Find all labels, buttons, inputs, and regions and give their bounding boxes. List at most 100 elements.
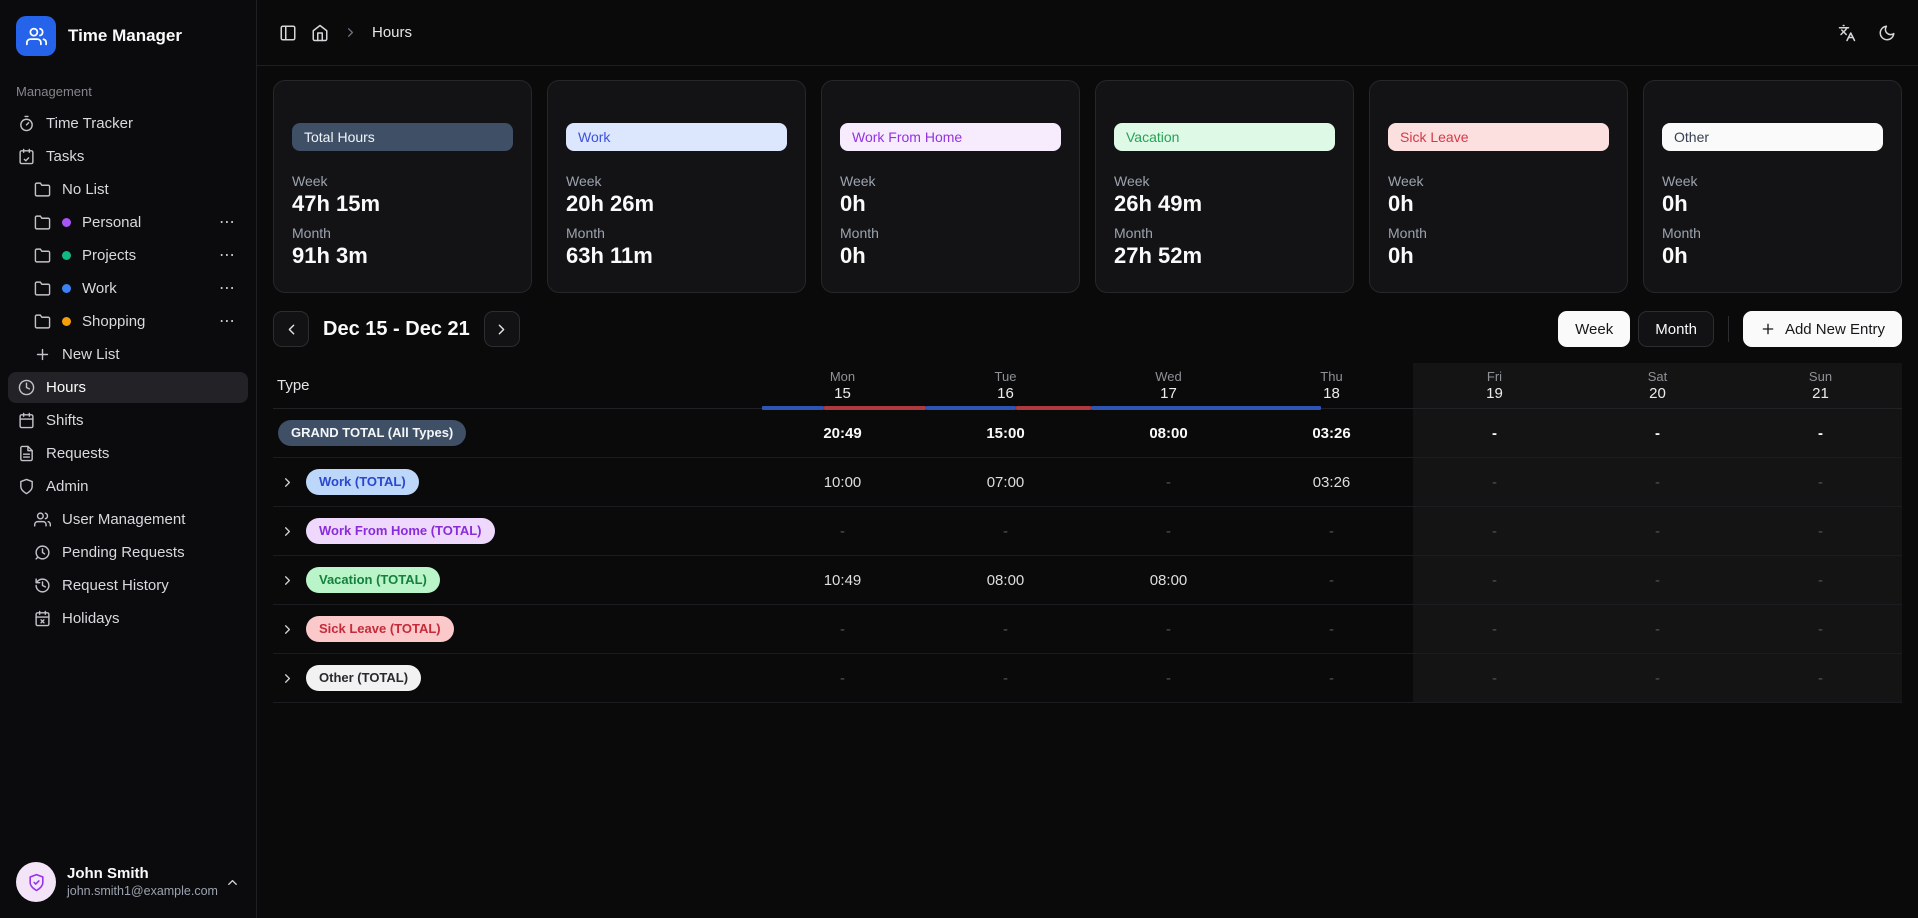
card-other: Other Week 0h Month 0h [1643,80,1902,293]
folder-icon [34,314,51,329]
expand-row-button[interactable] [278,620,297,639]
week-toolbar: Dec 15 - Dec 21 Week Month Add New Entry [273,311,1902,347]
folder-icon [34,215,51,230]
hours-cell: - [1739,605,1902,653]
week-view-button[interactable]: Week [1558,311,1631,347]
week-label: Week [840,173,876,190]
hours-cell: - [1739,458,1902,506]
sidebar-item-label: Time Tracker [46,115,133,132]
month-label: Month [292,224,331,241]
moon-icon [1879,25,1895,40]
sidebar-item-time-tracker[interactable]: Time Tracker [8,108,248,139]
type-pill[interactable]: Work From Home (TOTAL) [306,518,495,544]
expand-row-button[interactable] [278,522,297,541]
type-pill[interactable]: Other (TOTAL) [306,665,422,691]
sidebar-item-work[interactable]: Work ⋯ [24,273,248,304]
week-value: 0h [1388,191,1414,217]
app-logo-row: Time Manager [0,0,256,66]
hours-cell: - [1576,605,1739,653]
prev-week-button[interactable] [273,311,309,347]
sidebar-item-requests[interactable]: Requests [8,438,248,469]
home-button[interactable] [311,24,329,42]
breadcrumb-current: Hours [372,24,413,41]
sidebar-item-holidays[interactable]: Holidays [24,603,248,634]
sidebar: Time Manager Management Time Tracker Tas… [0,0,257,918]
sidebar-item-personal[interactable]: Personal ⋯ [24,207,248,238]
toolbar-divider [1727,316,1729,342]
user-name: John Smith [67,864,149,882]
day-header-sat: Sat 20 [1576,363,1739,408]
sidebar-item-pending-requests[interactable]: Pending Requests [24,537,248,568]
folder-icon [34,182,51,197]
list-options-button[interactable]: ⋯ [219,279,236,297]
sidebar-item-shopping[interactable]: Shopping ⋯ [24,306,248,337]
expand-row-button[interactable] [278,669,297,688]
topbar-actions [1838,24,1896,42]
add-new-entry-button[interactable]: Add New Entry [1742,311,1902,347]
chevron-right-icon [285,477,290,487]
hours-cell: - [1413,654,1576,702]
sidebar-toggle-button[interactable] [279,24,297,42]
card-type-pill: Total Hours [292,123,513,152]
sidebar-item-projects[interactable]: Projects ⋯ [24,240,248,271]
month-view-button[interactable]: Month [1638,311,1714,347]
month-value: 0h [840,242,866,268]
card-work-from-home: Work From Home Week 0h Month 0h [821,80,1080,293]
list-options-button[interactable]: ⋯ [219,312,236,330]
type-pill[interactable]: Vacation (TOTAL) [306,567,440,593]
sidebar-item-label: User Management [62,511,186,528]
type-pill[interactable]: Sick Leave (TOTAL) [306,616,454,642]
month-label: Month [1388,224,1427,241]
hours-cell: - [1576,507,1739,555]
language-toggle-button[interactable] [1838,24,1856,42]
hours-cell: - [1166,473,1171,491]
sidebar-item-user-management[interactable]: User Management [24,504,248,535]
list-options-button[interactable]: ⋯ [219,213,236,231]
type-column-header: Type [277,377,310,394]
sidebar-item-label: Requests [46,445,110,462]
month-value: 0h [1662,242,1688,268]
file-text-icon [20,445,33,462]
chevron-left-icon [288,324,294,334]
next-week-button[interactable] [483,311,520,347]
day-header-tue: Tue 16 [994,369,1017,402]
expand-row-button[interactable] [278,571,297,590]
hours-cell: - [840,620,845,638]
list-options-button[interactable]: ⋯ [219,246,236,264]
sidebar-item-admin[interactable]: Admin [8,471,248,502]
month-value: 0h [1388,242,1414,268]
card-work: Work Week 20h 26m Month 63h 11m [547,80,806,293]
hours-cell: - [840,522,845,540]
avatar [16,862,56,902]
day-header-fri: Fri 19 [1413,363,1576,408]
table-row-other: Other (TOTAL) - - - - - - - [273,654,1902,703]
row-type-cell: Vacation (TOTAL) [273,567,761,593]
home-icon [312,24,328,41]
hours-cell: - [1166,620,1171,638]
hours-cell: - [1576,654,1739,702]
type-pill[interactable]: Work (TOTAL) [306,469,419,495]
list-color-dot [62,284,71,293]
app-logo [16,16,56,56]
month-value: 27h 52m [1114,242,1203,268]
week-label: Week [292,173,328,190]
sidebar-item-label: Pending Requests [62,544,185,561]
sidebar-item-label: No List [62,181,109,198]
sidebar-item-tasks[interactable]: Tasks [8,141,248,172]
week-value: 0h [840,191,866,217]
history-icon [35,578,50,593]
sidebar-item-shifts[interactable]: Shifts [8,405,248,436]
sidebar-item-hours[interactable]: Hours [8,372,248,403]
breadcrumb-separator [343,25,358,40]
sidebar-item-no-list[interactable]: No List [24,174,248,205]
hours-cell: - [1739,409,1902,457]
week-value: 20h 26m [566,191,655,217]
dark-mode-toggle-button[interactable] [1878,24,1896,42]
month-label: Month [566,224,605,241]
sidebar-item-request-history[interactable]: Request History [24,570,248,601]
timeline-segment [762,406,824,410]
user-menu[interactable]: John Smith john.smith1@example.com [0,848,256,918]
sidebar-item-new-list[interactable]: New List [24,339,248,370]
expand-row-button[interactable] [278,473,297,492]
sidebar-item-label: Shifts [46,412,84,429]
